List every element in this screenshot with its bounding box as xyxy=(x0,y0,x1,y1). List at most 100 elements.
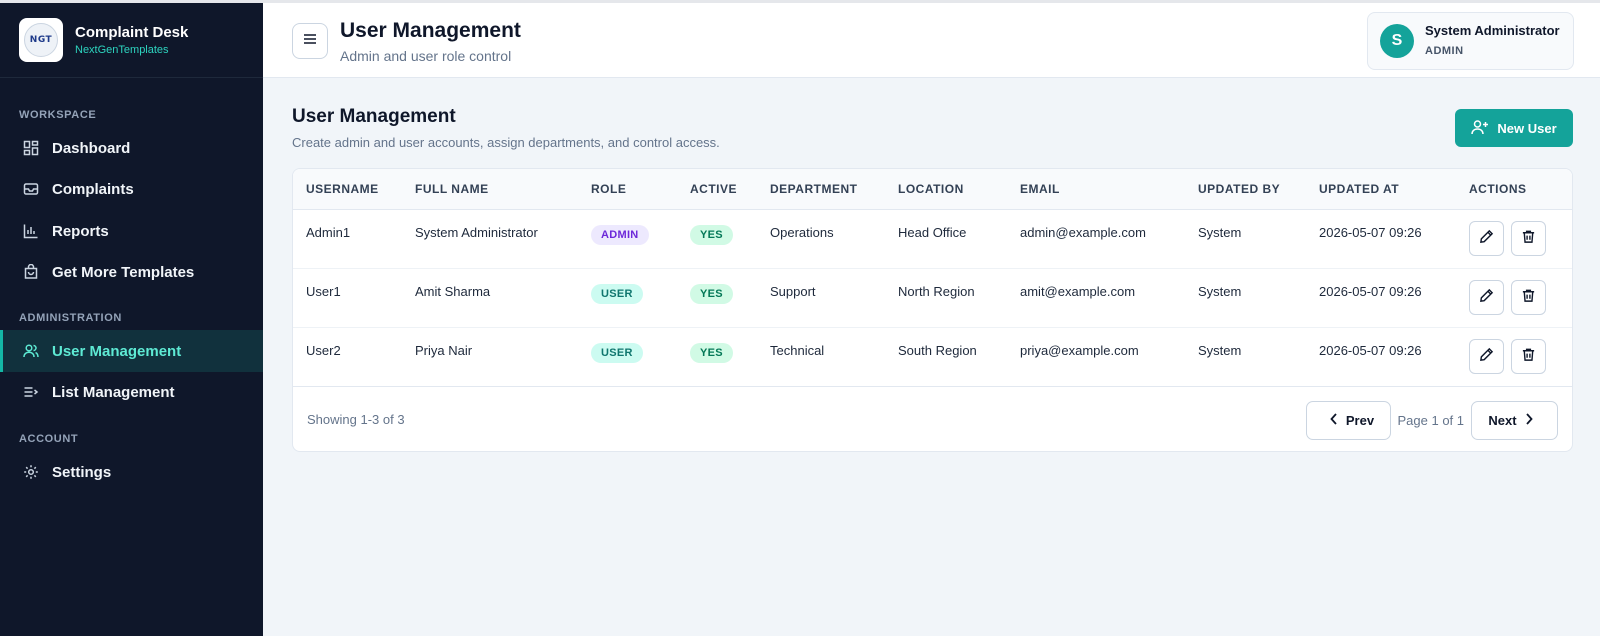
cell-department: Technical xyxy=(770,342,825,358)
sidebar-item-reports[interactable]: Reports xyxy=(0,210,263,252)
sidebar-item-label: User Management xyxy=(52,342,182,360)
trash-icon xyxy=(1521,347,1536,365)
column-header-location: LOCATION xyxy=(885,169,1007,210)
column-header-updated-by: UPDATED BY xyxy=(1185,169,1306,210)
brand-logo: NGT xyxy=(19,18,63,62)
status-badge: YES xyxy=(690,224,733,245)
cell-username: Admin1 xyxy=(306,224,351,240)
column-header-username: USERNAME xyxy=(293,169,402,210)
sidebar: NGT Complaint Desk NextGenTemplates WORK… xyxy=(0,3,263,636)
dashboard-icon xyxy=(22,140,39,157)
trash-icon xyxy=(1521,288,1536,306)
brand-subtitle: NextGenTemplates xyxy=(75,43,169,56)
reports-icon xyxy=(22,223,39,240)
page-indicator: Page 1 of 1 xyxy=(1397,413,1465,428)
column-header-email: EMAIL xyxy=(1007,169,1185,210)
cell-updated-at: 2026-05-07 09:26 xyxy=(1319,283,1422,299)
table-footer: Showing 1-3 of 3 Prev Page 1 of 1 Next xyxy=(293,388,1572,451)
table-header-row: USERNAME FULL NAME ROLE ACTIVE DEPARTMEN… xyxy=(293,169,1572,210)
top-header: User Management Admin and user role cont… xyxy=(263,3,1600,78)
delete-button[interactable] xyxy=(1511,220,1546,256)
sidebar-item-label: List Management xyxy=(52,383,175,401)
status-badge: YES xyxy=(690,342,733,363)
menu-toggle-button[interactable] xyxy=(292,23,328,59)
pencil-icon xyxy=(1479,288,1494,306)
edit-button[interactable] xyxy=(1469,338,1504,374)
window-top-border xyxy=(0,0,1600,3)
new-user-button[interactable]: New User xyxy=(1455,109,1573,147)
page-title: User Management xyxy=(292,106,456,127)
column-header-active: ACTIVE xyxy=(677,169,757,210)
cell-full-name: Priya Nair xyxy=(415,342,473,358)
role-badge: USER xyxy=(591,283,643,304)
next-page-button[interactable]: Next xyxy=(1471,401,1558,440)
sidebar-item-complaints[interactable]: Complaints xyxy=(0,168,263,210)
cell-full-name: System Administrator xyxy=(415,224,538,240)
cell-updated-by: System xyxy=(1198,342,1242,358)
chevron-left-icon xyxy=(1322,413,1346,428)
section-label-workspace: WORKSPACE xyxy=(19,109,97,121)
user-role: ADMIN xyxy=(1425,45,1464,57)
hamburger-icon xyxy=(303,32,317,50)
cell-location: South Region xyxy=(898,342,977,358)
pagination-summary: Showing 1-3 of 3 xyxy=(307,412,405,427)
cell-email: admin@example.com xyxy=(1020,224,1146,240)
templates-icon xyxy=(22,264,39,281)
brand: NGT Complaint Desk NextGenTemplates xyxy=(0,3,263,78)
cell-email: priya@example.com xyxy=(1020,342,1139,358)
sidebar-item-dashboard[interactable]: Dashboard xyxy=(0,127,263,169)
cell-updated-by: System xyxy=(1198,283,1242,299)
sidebar-item-settings[interactable]: Settings xyxy=(0,451,263,493)
cell-username: User2 xyxy=(306,342,341,358)
header-title: User Management xyxy=(340,19,521,42)
column-header-full-name: FULL NAME xyxy=(402,169,578,210)
users-table: USERNAME FULL NAME ROLE ACTIVE DEPARTMEN… xyxy=(293,169,1572,387)
cell-email: amit@example.com xyxy=(1020,283,1136,299)
delete-button[interactable] xyxy=(1511,279,1546,315)
list-icon xyxy=(22,384,39,401)
avatar: S xyxy=(1380,24,1414,58)
status-badge: YES xyxy=(690,283,733,304)
sidebar-item-label: Reports xyxy=(52,222,109,240)
sidebar-item-label: Dashboard xyxy=(52,139,131,157)
prev-page-button[interactable]: Prev xyxy=(1305,401,1391,440)
next-label: Next xyxy=(1488,413,1517,428)
edit-button[interactable] xyxy=(1469,220,1504,256)
section-label-account: ACCOUNT xyxy=(19,433,79,445)
table-row: Admin1 System Administrator ADMIN YES Op… xyxy=(293,209,1572,268)
brand-title: Complaint Desk xyxy=(75,23,189,41)
cell-updated-at: 2026-05-07 09:26 xyxy=(1319,342,1422,358)
header-subtitle: Admin and user role control xyxy=(340,48,512,64)
user-name: System Administrator xyxy=(1425,23,1560,38)
column-header-role: ROLE xyxy=(578,169,677,210)
cell-department: Operations xyxy=(770,224,834,240)
column-header-actions: ACTIONS xyxy=(1456,169,1572,210)
role-badge: ADMIN xyxy=(591,224,649,245)
cell-location: North Region xyxy=(898,283,975,299)
sidebar-item-list-management[interactable]: List Management xyxy=(0,371,263,413)
cell-full-name: Amit Sharma xyxy=(415,283,491,299)
cell-updated-at: 2026-05-07 09:26 xyxy=(1319,224,1422,240)
table-row: User1 Amit Sharma USER YES Support North… xyxy=(293,268,1572,327)
sidebar-item-user-management[interactable]: User Management xyxy=(0,330,263,372)
edit-button[interactable] xyxy=(1469,279,1504,315)
column-header-updated-at: UPDATED AT xyxy=(1306,169,1456,210)
chevron-right-icon xyxy=(1517,413,1541,428)
role-badge: USER xyxy=(591,342,643,363)
users-table-card: USERNAME FULL NAME ROLE ACTIVE DEPARTMEN… xyxy=(292,168,1573,452)
cell-username: User1 xyxy=(306,283,341,299)
pencil-icon xyxy=(1479,347,1494,365)
trash-icon xyxy=(1521,229,1536,247)
cell-location: Head Office xyxy=(898,224,967,240)
sidebar-item-label: Get More Templates xyxy=(52,263,195,281)
cell-department: Support xyxy=(770,283,816,299)
sidebar-item-get-more-templates[interactable]: Get More Templates xyxy=(0,251,263,293)
new-user-label: New User xyxy=(1497,120,1557,136)
complaints-icon xyxy=(22,181,39,198)
user-profile-card[interactable]: S System Administrator ADMIN xyxy=(1367,12,1574,70)
gear-icon xyxy=(22,464,39,481)
prev-label: Prev xyxy=(1345,413,1375,428)
section-label-administration: ADMINISTRATION xyxy=(19,312,122,324)
users-icon xyxy=(22,343,39,360)
delete-button[interactable] xyxy=(1511,338,1546,374)
